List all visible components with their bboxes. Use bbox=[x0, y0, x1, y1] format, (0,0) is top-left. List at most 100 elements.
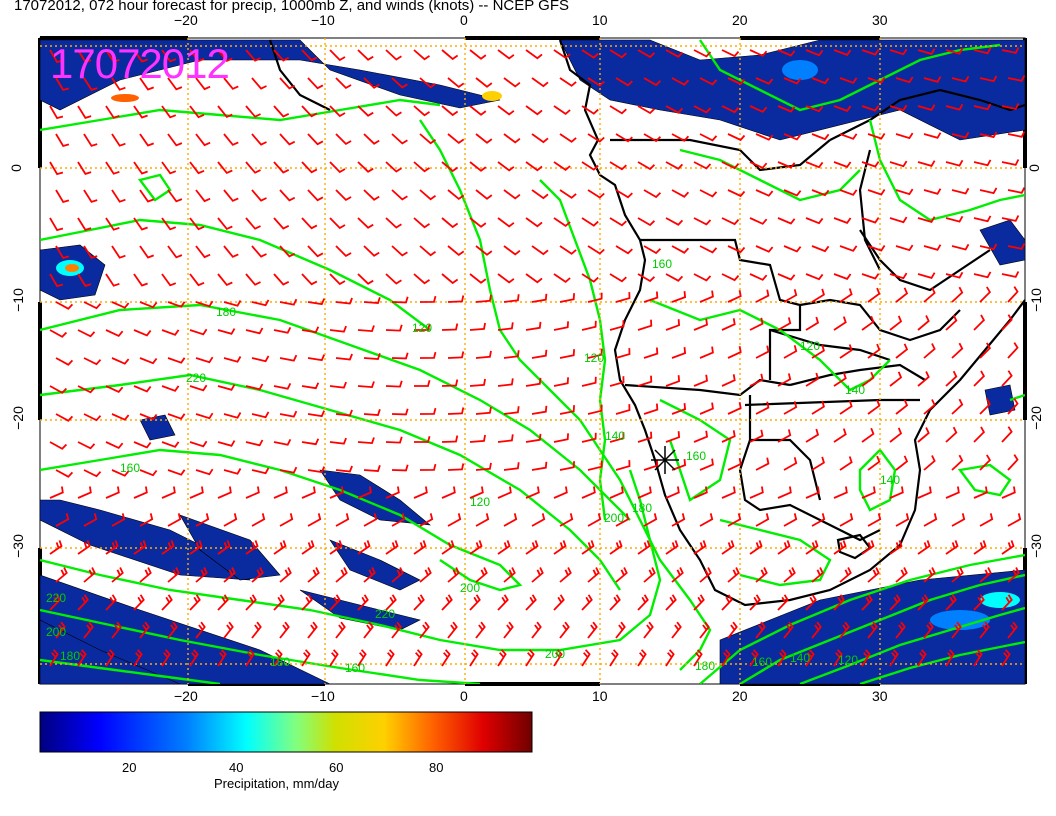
wind-barb bbox=[609, 273, 627, 283]
wind-barb bbox=[615, 460, 631, 471]
wind-barb bbox=[531, 461, 548, 471]
wind-barb bbox=[693, 486, 708, 499]
wind-barb bbox=[637, 105, 656, 115]
lon-tick-bottom: 0 bbox=[460, 688, 468, 704]
wind-barb bbox=[441, 594, 453, 611]
wind-barb bbox=[665, 486, 680, 499]
wind-barb bbox=[895, 343, 909, 359]
wind-barb bbox=[559, 621, 570, 639]
wind-barb bbox=[833, 649, 843, 667]
wind-barb bbox=[581, 105, 599, 115]
wind-barb bbox=[77, 441, 96, 450]
wind-barb bbox=[503, 245, 521, 256]
wind-barb bbox=[979, 398, 992, 415]
wind-barb bbox=[1001, 486, 1016, 499]
wind-barb bbox=[105, 441, 124, 450]
wind-barb bbox=[83, 567, 96, 583]
wind-barb bbox=[643, 347, 659, 359]
wind-barb bbox=[581, 376, 597, 387]
wind-barb bbox=[357, 381, 375, 389]
wind-barb bbox=[469, 273, 487, 284]
wind-barb bbox=[441, 486, 456, 499]
wind-barb bbox=[189, 440, 208, 448]
wind-barb bbox=[805, 594, 817, 611]
wind-barb bbox=[945, 215, 964, 223]
wind-barb bbox=[245, 540, 259, 555]
wind-barb bbox=[637, 273, 656, 283]
wind-barb bbox=[755, 133, 774, 141]
wind-barb bbox=[245, 105, 261, 118]
wind-barb bbox=[531, 293, 548, 303]
wind-barb bbox=[643, 133, 662, 143]
wind-barb bbox=[273, 161, 290, 174]
wind-barb bbox=[833, 594, 845, 611]
wind-barb bbox=[497, 486, 512, 499]
wind-barb bbox=[637, 217, 656, 227]
wind-barb bbox=[357, 325, 375, 333]
wind-barb bbox=[1001, 370, 1013, 387]
wind-barb bbox=[447, 245, 465, 257]
wind-barb bbox=[105, 329, 124, 338]
wind-barb bbox=[637, 594, 649, 611]
wind-barb bbox=[167, 513, 182, 527]
wind-barb bbox=[777, 49, 796, 57]
contour-label: 200 bbox=[545, 647, 565, 661]
wind-barb bbox=[833, 316, 847, 331]
contour-label: 140 bbox=[790, 651, 810, 665]
wind-barb bbox=[503, 406, 520, 415]
wind-barb bbox=[139, 567, 152, 583]
wind-barb bbox=[833, 428, 847, 443]
wind-barb bbox=[279, 245, 296, 258]
wind-barb bbox=[973, 103, 992, 111]
wind-barb bbox=[895, 621, 906, 639]
wind-barb bbox=[49, 649, 59, 667]
wind-barb bbox=[413, 486, 428, 499]
contour-label: 120 bbox=[470, 495, 490, 509]
wind-barb bbox=[385, 217, 402, 229]
wind-barb bbox=[49, 594, 61, 611]
wind-barb bbox=[721, 49, 740, 58]
wind-barb bbox=[1001, 159, 1020, 166]
wind-barb bbox=[301, 649, 311, 667]
wind-barb bbox=[749, 540, 763, 555]
wind-barb bbox=[777, 217, 796, 225]
wind-barb bbox=[279, 513, 294, 527]
wind-barb bbox=[805, 428, 820, 443]
wind-barb bbox=[889, 315, 903, 331]
wind-barb bbox=[217, 649, 227, 667]
wind-barb bbox=[755, 457, 770, 471]
wind-barb bbox=[447, 295, 465, 303]
wind-barb bbox=[195, 77, 211, 91]
wind-barb bbox=[251, 299, 270, 307]
wind-barb bbox=[721, 430, 736, 443]
wind-barb bbox=[385, 380, 403, 388]
wind-barb bbox=[945, 103, 964, 111]
wind-barb bbox=[413, 49, 430, 61]
wind-barb bbox=[357, 161, 374, 173]
wind-barb bbox=[805, 316, 820, 331]
wind-barb bbox=[161, 161, 177, 175]
wind-barb bbox=[693, 649, 703, 667]
wind-barb bbox=[531, 567, 544, 583]
wind-barb bbox=[839, 513, 854, 527]
wind-barb bbox=[161, 441, 180, 448]
wind-barb bbox=[749, 317, 764, 331]
wind-barb bbox=[643, 403, 659, 415]
wind-barb bbox=[245, 439, 264, 447]
wind-barb bbox=[811, 400, 825, 415]
wind-barb bbox=[945, 594, 957, 611]
wind-barb bbox=[111, 245, 126, 259]
wind-barb bbox=[301, 273, 318, 286]
wind-barb bbox=[223, 412, 242, 419]
wind-barb bbox=[951, 243, 970, 251]
wind-barb bbox=[167, 189, 183, 203]
wind-barb bbox=[665, 217, 684, 226]
wind-barb bbox=[189, 217, 205, 231]
wind-barb bbox=[335, 77, 352, 90]
wind-barb bbox=[699, 402, 714, 415]
wind-barb bbox=[727, 290, 742, 303]
wind-barb bbox=[727, 189, 746, 198]
wind-barb bbox=[889, 216, 908, 224]
wind-barb bbox=[279, 189, 296, 202]
wind-barb bbox=[553, 49, 571, 60]
